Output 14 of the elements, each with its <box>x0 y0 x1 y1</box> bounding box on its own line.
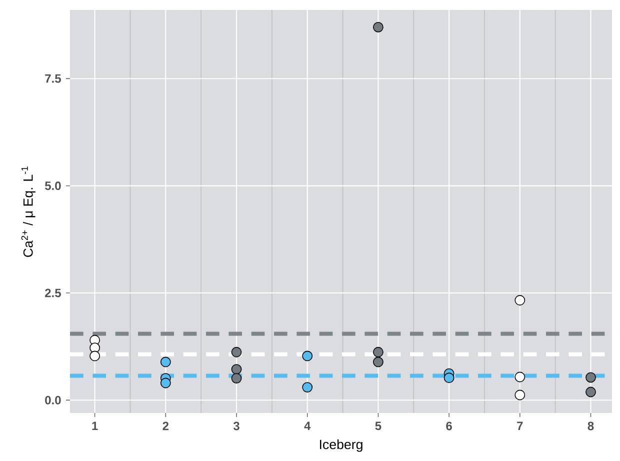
y-tick-label: 0.0 <box>45 396 61 404</box>
y-tick-label: 2.5 <box>45 288 61 298</box>
x-tick-label: 5 <box>375 422 382 430</box>
x-tick-label: 7 <box>517 422 523 430</box>
x-tick-label: 8 <box>588 422 594 430</box>
x-tick-label: 4 <box>304 422 311 430</box>
x-tick-label: 2 <box>162 422 169 430</box>
y-axis-title: Ca$^{2+}$ / μ Eq. L$^{-1}$ <box>21 166 36 257</box>
x-tick-label: 6 <box>446 422 452 430</box>
y-tick-label: 7.5 <box>45 74 61 83</box>
x-tick-label: 1 <box>92 422 98 430</box>
x-tick-label: 3 <box>233 422 240 430</box>
x-axis-title: Iceberg <box>320 439 362 452</box>
y-tick-label: 5.0 <box>44 182 61 190</box>
